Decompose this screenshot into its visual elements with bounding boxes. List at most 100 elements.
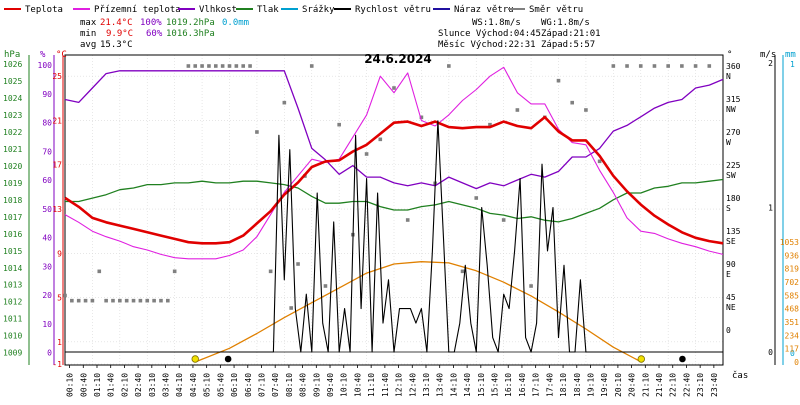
legend-label: Rychlost větru: [355, 5, 431, 15]
wind-direction-point: [378, 137, 383, 142]
time-tick-label: 08:10: [285, 373, 294, 397]
hpa-tick-label: 1013: [3, 281, 22, 290]
info-block: WS:1.8m/s WG:1.8m/s Slunce Východ:04:45 …: [438, 18, 601, 50]
legend-label: Tlak: [257, 5, 279, 15]
legend-label: Směr větru: [529, 5, 583, 15]
wind-direction-point: [625, 64, 629, 68]
time-tick-label: 11:40: [381, 373, 390, 397]
ground-temperature-series: [64, 66, 724, 260]
wind-direction-point: [255, 130, 259, 134]
time-tick-label: 00:10: [66, 373, 75, 397]
wind-direction-point: [63, 293, 67, 298]
time-tick-label: 21:10: [641, 373, 650, 397]
wind-direction-point: [638, 64, 643, 68]
deg-axis-unit: °: [727, 50, 732, 60]
info-moonrise: Měsíc Východ:22:31: [438, 40, 536, 50]
time-tick-label: 04:10: [175, 373, 184, 397]
wind-direction-point: [707, 64, 712, 68]
deg-tick-label: 315: [726, 95, 741, 104]
deg-tick-label: 135: [726, 227, 741, 236]
solar-tick-label: 468: [785, 305, 800, 314]
time-tick-label: 07:10: [257, 373, 266, 397]
wind-direction-point: [213, 64, 218, 68]
time-tick-label: 03:40: [162, 373, 171, 397]
time-tick-label: 19:10: [586, 373, 595, 397]
temp-tick-label: 9: [57, 249, 62, 258]
time-tick-label: 14:40: [463, 373, 472, 397]
wind-direction-point: [337, 122, 341, 127]
wind-direction-point: [474, 196, 479, 200]
time-tick-label: 08:40: [299, 373, 308, 397]
stat-min-press: 1016.3hPa: [166, 29, 215, 39]
legend-label: Teplota: [25, 5, 63, 15]
stat-max-rain: 0.0mm: [222, 18, 249, 28]
wind-direction-point: [70, 298, 74, 303]
wind-direction-point: [124, 298, 129, 303]
deg-tick-label: 90: [726, 260, 736, 269]
solar-tick-label: 0: [794, 358, 799, 367]
ms-axis-unit: m/s: [760, 50, 776, 60]
temp-tick-label: 21: [52, 116, 62, 125]
humidity-line: [64, 70, 724, 190]
plot-frame: [64, 54, 724, 366]
wind-direction-point: [296, 262, 300, 266]
wind-direction-point: [597, 159, 602, 164]
hpa-tick-label: 1019: [3, 179, 22, 188]
time-tick-label: 09:40: [326, 373, 335, 397]
deg-compass-label: S: [726, 204, 731, 213]
moonrise-marker: [679, 355, 686, 363]
wind-direction-point: [131, 298, 136, 303]
wind-direction-point: [193, 64, 198, 68]
wind-direction-point: [501, 218, 506, 222]
wind-direction-point: [248, 64, 252, 68]
stat-max-hum: 100%: [140, 18, 162, 28]
info-sunrise: Slunce Východ:04:45: [438, 29, 541, 39]
mm-tick-label: 0: [790, 349, 795, 358]
hpa-tick-label: 1018: [3, 196, 22, 205]
hpa-tick-label: 1023: [3, 111, 22, 120]
pct-tick-label: 20: [42, 291, 52, 300]
time-tick-label: 23:40: [710, 373, 719, 397]
ms-tick-label: 1: [768, 204, 773, 213]
hpa-tick-label: 1012: [3, 298, 22, 307]
temp-tick-label: 25: [52, 72, 62, 81]
hpa-tick-label: 1017: [3, 213, 22, 222]
pct-tick-label: 70: [42, 147, 52, 156]
time-tick-label: 02:10: [120, 373, 129, 397]
info-ws: WS:1.8m/s: [472, 18, 521, 28]
time-axis-unit: čas: [732, 370, 748, 381]
axes: hPa% °C ° m/s mmčas1026102510241023102210211…: [3, 50, 799, 397]
info-wg: WG:1.8m/s: [541, 18, 590, 28]
wind-direction-point: [90, 298, 95, 303]
time-tick-label: 17:10: [532, 373, 541, 397]
time-tick-label: 20:40: [628, 373, 637, 397]
time-tick-label: 01:40: [107, 373, 116, 397]
mm-axis-unit: mm: [785, 50, 796, 60]
time-tick-label: 01:10: [93, 373, 102, 397]
time-tick-label: 06:40: [244, 373, 253, 397]
info-moonset: Západ:5:57: [541, 40, 595, 50]
wind-direction-point: [83, 298, 88, 303]
deg-compass-label: E: [726, 270, 731, 279]
stat-min-temp: 9.9°C: [106, 29, 133, 39]
time-tick-label: 05:10: [203, 373, 212, 397]
mm-tick-label: 1: [790, 60, 795, 69]
wind-direction-point: [693, 64, 698, 68]
hpa-tick-label: 1022: [3, 128, 22, 137]
temp-tick-label: -1: [52, 360, 62, 369]
wind-direction-point: [111, 298, 115, 303]
legend-label: Přízemní teplota: [94, 5, 181, 15]
wind-direction-point: [488, 122, 492, 127]
pct-tick-label: 90: [42, 90, 52, 99]
deg-compass-label: W: [726, 138, 731, 147]
time-tick-label: 18:10: [559, 373, 568, 397]
legend-label: Srážky: [302, 5, 335, 15]
deg-compass-label: N: [726, 72, 731, 81]
pct-axis-unit: %: [40, 50, 46, 60]
pct-tick-label: 100: [38, 61, 53, 70]
wind-direction-point: [515, 108, 520, 112]
legend: Teplota Přízemní teplota Vlhkost Tlak Srážky…: [4, 5, 583, 15]
deg-tick-label: 360: [726, 62, 741, 71]
time-tick-label: 22:40: [682, 373, 691, 397]
